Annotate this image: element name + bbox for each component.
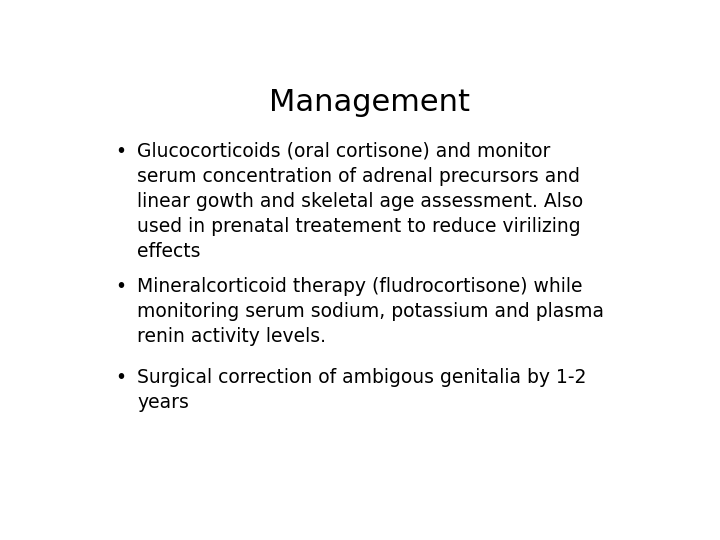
Text: •: • bbox=[115, 141, 126, 161]
Text: Surgical correction of ambigous genitalia by 1-2
years: Surgical correction of ambigous genitali… bbox=[138, 368, 587, 413]
Text: •: • bbox=[115, 368, 126, 387]
Text: Mineralcorticoid therapy (fludrocortisone) while
monitoring serum sodium, potass: Mineralcorticoid therapy (fludrocortison… bbox=[138, 277, 604, 346]
Text: Management: Management bbox=[269, 87, 469, 117]
Text: Glucocorticoids (oral cortisone) and monitor
serum concentration of adrenal prec: Glucocorticoids (oral cortisone) and mon… bbox=[138, 141, 583, 261]
Text: •: • bbox=[115, 277, 126, 296]
